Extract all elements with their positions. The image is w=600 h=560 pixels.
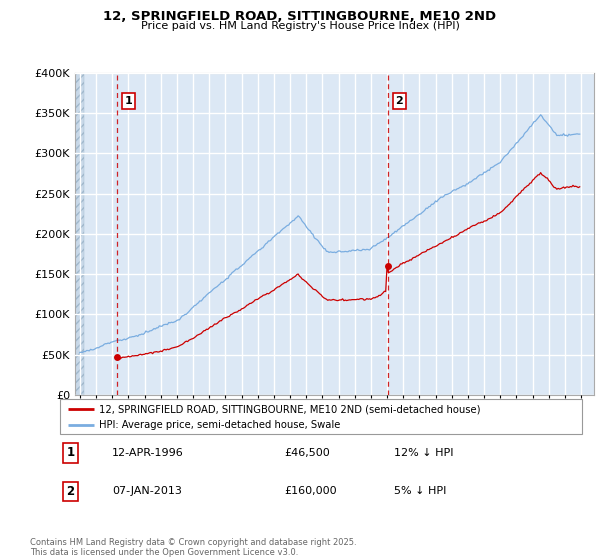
Text: 12, SPRINGFIELD ROAD, SITTINGBOURNE, ME10 2ND (semi-detached house): 12, SPRINGFIELD ROAD, SITTINGBOURNE, ME1… xyxy=(99,404,481,414)
Text: 12% ↓ HPI: 12% ↓ HPI xyxy=(394,448,454,458)
Text: 2: 2 xyxy=(66,485,74,498)
Text: 5% ↓ HPI: 5% ↓ HPI xyxy=(394,487,446,496)
Text: 12-APR-1996: 12-APR-1996 xyxy=(112,448,184,458)
Text: 12, SPRINGFIELD ROAD, SITTINGBOURNE, ME10 2ND: 12, SPRINGFIELD ROAD, SITTINGBOURNE, ME1… xyxy=(103,10,497,23)
Text: 1: 1 xyxy=(125,96,133,106)
Text: 07-JAN-2013: 07-JAN-2013 xyxy=(112,487,182,496)
Text: £46,500: £46,500 xyxy=(284,448,330,458)
Bar xyxy=(75,73,84,395)
Text: 1: 1 xyxy=(66,446,74,459)
Text: 2: 2 xyxy=(395,96,403,106)
Text: Price paid vs. HM Land Registry's House Price Index (HPI): Price paid vs. HM Land Registry's House … xyxy=(140,21,460,31)
Text: £160,000: £160,000 xyxy=(284,487,337,496)
FancyBboxPatch shape xyxy=(60,399,582,434)
Text: Contains HM Land Registry data © Crown copyright and database right 2025.
This d: Contains HM Land Registry data © Crown c… xyxy=(30,538,356,557)
Text: HPI: Average price, semi-detached house, Swale: HPI: Average price, semi-detached house,… xyxy=(99,421,341,430)
